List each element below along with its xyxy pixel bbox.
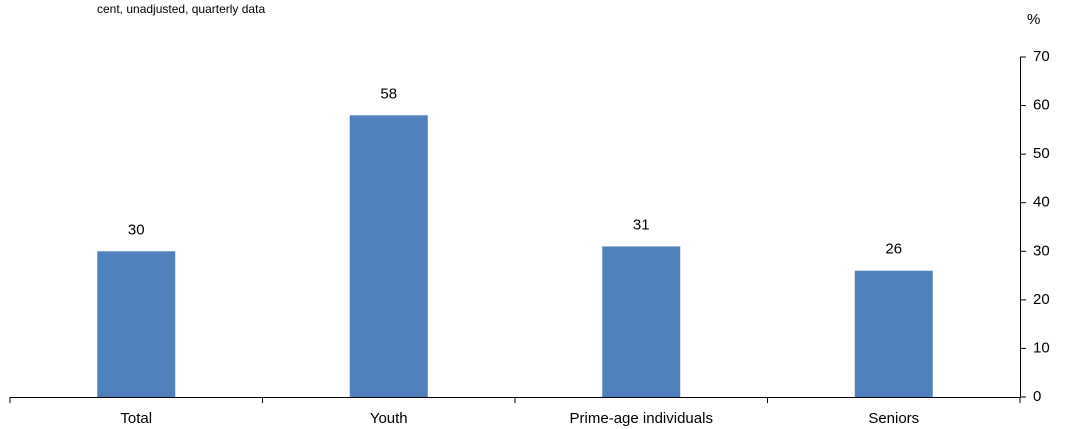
- x-tick-label: Total: [120, 410, 152, 427]
- y-tick-label: 40: [1033, 194, 1050, 211]
- y-tick-label: 60: [1033, 97, 1050, 114]
- bar: [854, 270, 933, 397]
- x-tick-label: Youth: [370, 410, 408, 427]
- bar: [602, 246, 681, 397]
- y-tick-label: 30: [1033, 242, 1050, 259]
- y-tick-label: 10: [1033, 339, 1050, 356]
- y-tick-label: 70: [1033, 48, 1050, 65]
- bar: [349, 115, 428, 398]
- bar: [97, 251, 176, 397]
- x-tick-label: Seniors: [868, 410, 919, 427]
- y-tick-label: 20: [1033, 291, 1050, 308]
- y-tick-label: 50: [1033, 145, 1050, 162]
- x-tick-label: Prime-age individuals: [570, 410, 713, 427]
- data-label: 26: [885, 241, 902, 258]
- y-tick-label: 0: [1033, 388, 1041, 405]
- data-label: 30: [128, 221, 145, 238]
- y-unit: %: [1027, 11, 1040, 28]
- chart-subtitle: cent, unadjusted, quarterly data: [97, 2, 265, 16]
- data-label: 31: [633, 216, 650, 233]
- data-label: 58: [380, 85, 397, 102]
